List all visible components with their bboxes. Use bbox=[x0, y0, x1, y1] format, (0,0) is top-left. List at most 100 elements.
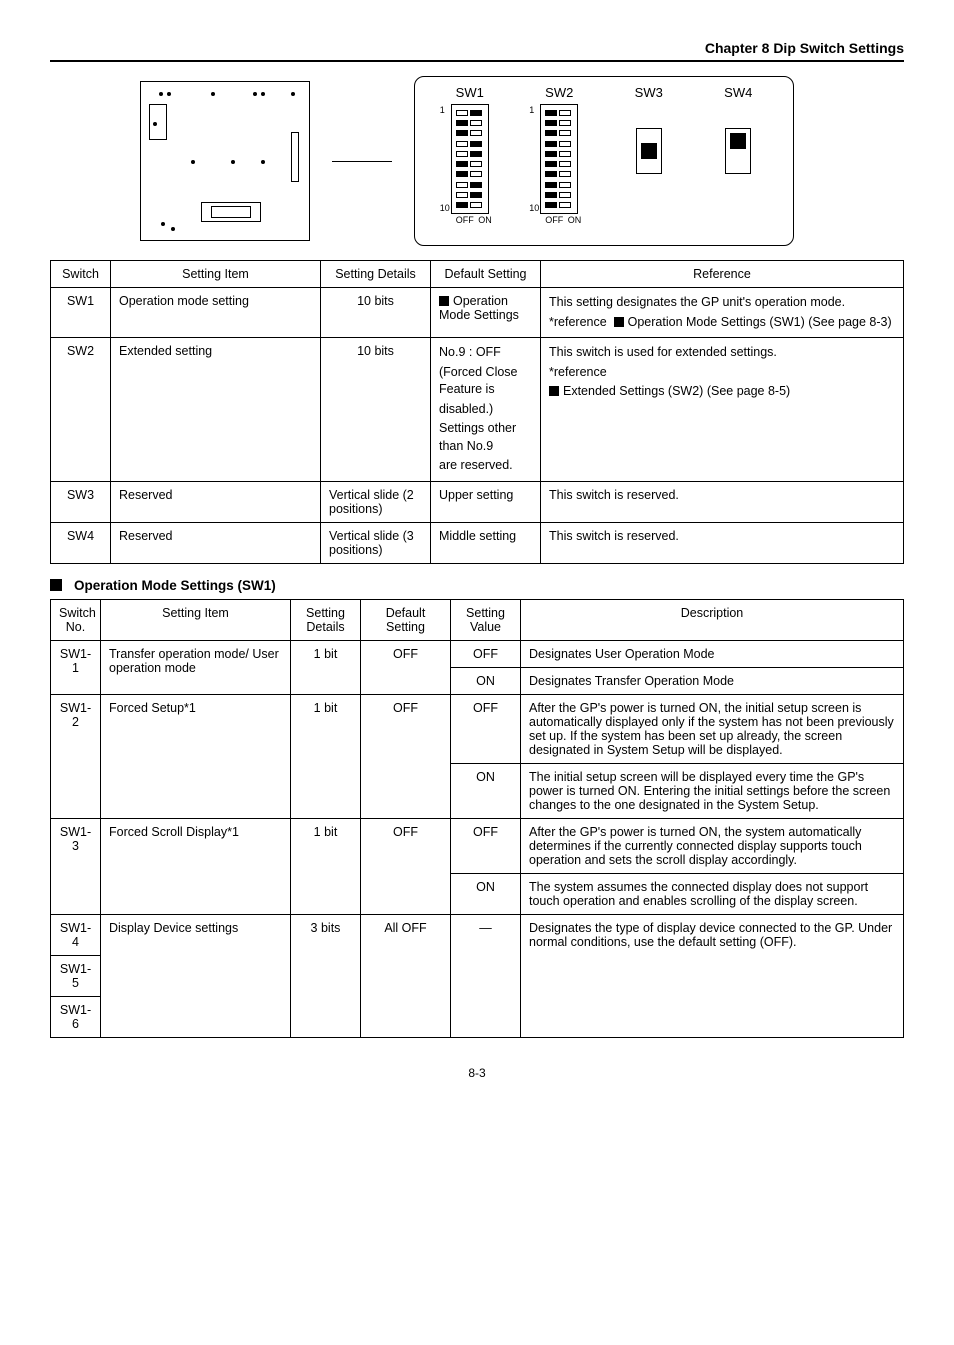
t2-r2-no: SW1-3 bbox=[51, 818, 101, 914]
t2-r1-v1: ON bbox=[451, 763, 521, 818]
t2-r2-default: OFF bbox=[361, 818, 451, 914]
t1-r0-default-text: Operation Mode Settings bbox=[439, 294, 519, 322]
t1-r2-switch: SW3 bbox=[51, 481, 111, 522]
t2-r1-no: SW1-2 bbox=[51, 694, 101, 818]
t2-r1-item: Forced Setup*1 bbox=[101, 694, 291, 818]
sw2-label: SW2 bbox=[545, 85, 573, 100]
t2-h5: Setting Value bbox=[451, 599, 521, 640]
t2-r3-no-b: SW1-5 bbox=[51, 955, 101, 996]
t1-r3-details: Vertical slide (3 positions) bbox=[321, 522, 431, 563]
sw1-block: SW1 1 10 OFFON bbox=[435, 85, 505, 214]
table-row: SW3 Reserved Vertical slide (2 positions… bbox=[51, 481, 904, 522]
table-row: Switch No. Setting Item Setting Details … bbox=[51, 599, 904, 640]
t2-r3-no-c: SW1-6 bbox=[51, 996, 101, 1037]
t2-r0-no: SW1-1 bbox=[51, 640, 101, 694]
table-row: SW1-1 Transfer operation mode/ User oper… bbox=[51, 640, 904, 667]
t2-r1-d1: The initial setup screen will be display… bbox=[521, 763, 904, 818]
switch-panel: SW1 1 10 OFFON bbox=[414, 76, 794, 246]
t2-r1-default: OFF bbox=[361, 694, 451, 818]
t2-r0-details: 1 bit bbox=[291, 640, 361, 694]
title-rule bbox=[50, 60, 904, 62]
sw2-dip: 1 10 OFFON bbox=[540, 104, 578, 214]
t1-r2-item: Reserved bbox=[111, 481, 321, 522]
t1-r1-details: 10 bits bbox=[321, 338, 431, 482]
table-row: SW1-3 Forced Scroll Display*1 1 bit OFF … bbox=[51, 818, 904, 873]
t2-r0-d0: Designates User Operation Mode bbox=[521, 640, 904, 667]
t2-r2-item: Forced Scroll Display*1 bbox=[101, 818, 291, 914]
t2-h3: Setting Details bbox=[291, 599, 361, 640]
dip-bottom-num: 10 bbox=[440, 203, 450, 213]
sw1-label: SW1 bbox=[456, 85, 484, 100]
sw1-dip: 1 10 OFFON bbox=[451, 104, 489, 214]
table-row: SW1-4 Display Device settings 3 bits All… bbox=[51, 914, 904, 955]
t1-r3-default: Middle setting bbox=[431, 522, 541, 563]
dip-on: ON bbox=[478, 215, 492, 225]
page: Chapter 8 Dip Switch Settings bbox=[0, 0, 954, 1140]
sw2-block: SW2 1 10 OFFON bbox=[524, 85, 594, 214]
t2-r2-d1: The system assumes the connected display… bbox=[521, 873, 904, 914]
t1-r0-ref: This setting designates the GP unit's op… bbox=[541, 288, 904, 338]
t2-r1-details: 1 bit bbox=[291, 694, 361, 818]
t1-r0-item: Operation mode setting bbox=[111, 288, 321, 338]
sw4-block: SW4 bbox=[703, 85, 773, 174]
t2-r3-value: — bbox=[451, 914, 521, 1037]
sw1-settings-table: Switch No. Setting Item Setting Details … bbox=[50, 599, 904, 1038]
t2-h6: Description bbox=[521, 599, 904, 640]
t2-r0-d1: Designates Transfer Operation Mode bbox=[521, 667, 904, 694]
square-bullet-icon bbox=[439, 296, 449, 306]
t2-r0-v1: ON bbox=[451, 667, 521, 694]
t2-r0-default: OFF bbox=[361, 640, 451, 694]
table-row: Switch Setting Item Setting Details Defa… bbox=[51, 261, 904, 288]
table-row: SW1 Operation mode setting 10 bits Opera… bbox=[51, 288, 904, 338]
t1-h2: Setting Item bbox=[111, 261, 321, 288]
t1-h5: Reference bbox=[541, 261, 904, 288]
dip-on2: ON bbox=[568, 215, 582, 225]
dip-top-num2: 1 bbox=[529, 105, 534, 115]
sw3-block: SW3 bbox=[614, 85, 684, 174]
table-row: SW1-2 Forced Setup*1 1 bit OFF OFF After… bbox=[51, 694, 904, 763]
t2-h2: Setting Item bbox=[101, 599, 291, 640]
square-bullet-icon bbox=[549, 386, 559, 396]
t1-r2-default: Upper setting bbox=[431, 481, 541, 522]
dip-off: OFF bbox=[456, 215, 474, 225]
board-diagram bbox=[140, 81, 310, 241]
t1-r1-default: No.9 : OFF (Forced Close Feature is disa… bbox=[431, 338, 541, 482]
t1-r3-switch: SW4 bbox=[51, 522, 111, 563]
section-heading: Operation Mode Settings (SW1) bbox=[50, 578, 904, 593]
t2-h4: Default Setting bbox=[361, 599, 451, 640]
t2-r3-desc: Designates the type of display device co… bbox=[521, 914, 904, 1037]
t2-r1-d0: After the GP's power is turned ON, the i… bbox=[521, 694, 904, 763]
t1-r0-switch: SW1 bbox=[51, 288, 111, 338]
figure-row: SW1 1 10 OFFON bbox=[50, 76, 904, 246]
square-bullet-icon bbox=[50, 579, 62, 591]
sw3-slide bbox=[636, 128, 662, 174]
t2-r3-default: All OFF bbox=[361, 914, 451, 1037]
dip-bottom-num2: 10 bbox=[529, 203, 539, 213]
t1-r3-item: Reserved bbox=[111, 522, 321, 563]
page-number: 8-3 bbox=[50, 1066, 904, 1080]
t1-h4: Default Setting bbox=[431, 261, 541, 288]
switch-overview-table: Switch Setting Item Setting Details Defa… bbox=[50, 260, 904, 564]
t2-r3-no-a: SW1-4 bbox=[51, 914, 101, 955]
t2-r1-v0: OFF bbox=[451, 694, 521, 763]
t2-r3-details: 3 bits bbox=[291, 914, 361, 1037]
page-title: Chapter 8 Dip Switch Settings bbox=[50, 40, 904, 56]
t1-r1-item: Extended setting bbox=[111, 338, 321, 482]
leader-line bbox=[332, 161, 392, 162]
t1-r0-default: Operation Mode Settings bbox=[431, 288, 541, 338]
t2-r3-item: Display Device settings bbox=[101, 914, 291, 1037]
dip-top-num: 1 bbox=[440, 105, 445, 115]
sw4-knob bbox=[730, 133, 746, 149]
table-row: SW2 Extended setting 10 bits No.9 : OFF … bbox=[51, 338, 904, 482]
t1-r2-ref: This switch is reserved. bbox=[541, 481, 904, 522]
t2-r2-v1: ON bbox=[451, 873, 521, 914]
t1-r0-details: 10 bits bbox=[321, 288, 431, 338]
square-bullet-icon bbox=[614, 317, 624, 327]
t2-r0-item: Transfer operation mode/ User operation … bbox=[101, 640, 291, 694]
t2-h1: Switch No. bbox=[51, 599, 101, 640]
t2-r2-details: 1 bit bbox=[291, 818, 361, 914]
dip-off2: OFF bbox=[545, 215, 563, 225]
section-heading-text: Operation Mode Settings (SW1) bbox=[74, 578, 276, 593]
t1-r1-switch: SW2 bbox=[51, 338, 111, 482]
t1-r2-details: Vertical slide (2 positions) bbox=[321, 481, 431, 522]
